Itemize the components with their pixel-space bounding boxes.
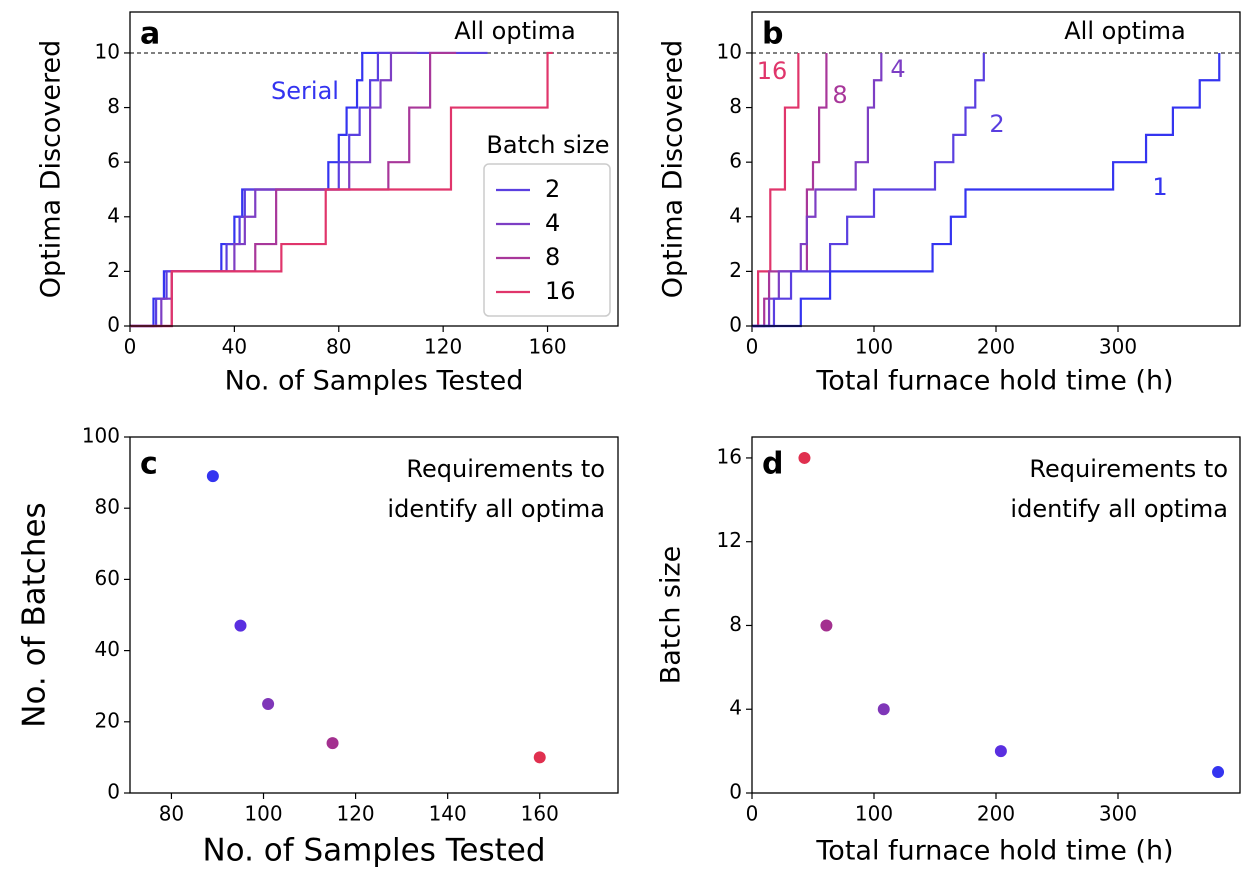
y-tick-label: 2 — [107, 258, 120, 282]
legend-label: 2 — [545, 175, 560, 203]
y-tick-label: 4 — [729, 696, 742, 720]
y-tick-label: 100 — [82, 424, 120, 448]
x-tick-label: 0 — [746, 335, 759, 359]
series-label: 4 — [890, 55, 905, 83]
annotation: Requirements to — [1029, 455, 1228, 483]
x-tick-label: 100 — [855, 802, 893, 826]
annotation: identify all optima — [387, 495, 605, 523]
annotation: Requirements to — [406, 455, 605, 483]
x-axis-label: Total furnace hold time (h) — [815, 366, 1173, 397]
y-tick-label: 10 — [95, 39, 120, 63]
point — [262, 698, 275, 710]
panel-label: a — [140, 17, 160, 52]
annotation: identify all optima — [1010, 495, 1228, 523]
axes-frame — [129, 11, 619, 327]
point — [533, 751, 546, 764]
x-tick-label: 200 — [977, 802, 1015, 826]
x-tick-label: 140 — [429, 802, 467, 826]
series-label: 16 — [757, 57, 788, 85]
y-tick-label: 0 — [107, 313, 120, 337]
x-axis-label: No. of Samples Tested — [225, 366, 524, 397]
x-tick-label: 0 — [746, 802, 759, 826]
point — [1212, 766, 1225, 779]
step-line — [752, 52, 985, 328]
x-tick-label: 300 — [1099, 802, 1137, 826]
y-tick-label: 0 — [729, 780, 742, 804]
legend-title: Batch size — [486, 131, 609, 159]
y-tick-label: 60 — [95, 566, 120, 590]
x-tick-label: 80 — [326, 335, 351, 359]
axes-frame — [751, 436, 1241, 794]
point — [798, 451, 811, 464]
x-tick-label: 200 — [977, 335, 1015, 359]
y-tick-label: 40 — [95, 637, 120, 661]
series-label: 1 — [1152, 173, 1167, 201]
legend-box — [483, 163, 611, 317]
panel-label: b — [762, 17, 783, 52]
panel-label: d — [762, 447, 783, 482]
point — [234, 619, 247, 632]
x-tick-label: 300 — [1099, 335, 1137, 359]
x-tick-label: 0 — [124, 335, 137, 359]
step-line — [130, 51, 553, 328]
y-tick-label: 80 — [95, 495, 120, 519]
x-tick-label: 100 — [244, 802, 282, 826]
step-line — [752, 52, 828, 328]
y-axis-label: No. of Batches — [17, 502, 53, 727]
step-line — [752, 52, 800, 328]
x-tick-label: 80 — [159, 802, 184, 826]
series-label: Serial — [271, 77, 339, 105]
y-tick-label: 16 — [717, 444, 742, 468]
y-tick-label: 4 — [107, 203, 120, 227]
y-tick-label: 6 — [729, 149, 742, 173]
y-tick-label: 0 — [107, 780, 120, 804]
y-tick-label: 4 — [729, 203, 742, 227]
y-tick-label: 8 — [729, 94, 742, 118]
axes-frame — [751, 11, 1241, 327]
legend-label: 4 — [545, 209, 560, 237]
x-axis-label: No. of Samples Tested — [202, 833, 545, 869]
y-tick-label: 8 — [729, 612, 742, 636]
point — [877, 703, 890, 716]
x-tick-label: 100 — [855, 335, 893, 359]
y-axis-label: Optima Discovered — [658, 40, 689, 298]
series-label: 2 — [989, 110, 1004, 138]
point — [206, 470, 219, 483]
y-tick-label: 12 — [717, 528, 742, 552]
threshold-label: All optima — [1064, 17, 1185, 45]
y-tick-label: 2 — [729, 258, 742, 282]
y-axis-label: Batch size — [656, 546, 687, 685]
x-axis-label: Total furnace hold time (h) — [815, 836, 1173, 867]
y-tick-label: 10 — [717, 39, 742, 63]
legend-label: 8 — [545, 243, 560, 271]
y-tick-label: 6 — [107, 149, 120, 173]
panel-label: c — [140, 447, 158, 482]
point — [820, 619, 833, 632]
series-label: 8 — [832, 81, 847, 109]
x-tick-label: 40 — [222, 335, 247, 359]
x-tick-label: 160 — [528, 335, 566, 359]
y-tick-label: 8 — [107, 94, 120, 118]
axes-frame — [129, 436, 619, 794]
threshold-label: All optima — [454, 17, 575, 45]
x-tick-label: 120 — [336, 802, 374, 826]
point — [994, 745, 1007, 758]
step-line — [752, 52, 1221, 328]
x-tick-label: 160 — [521, 802, 559, 826]
y-axis-label: Optima Discovered — [36, 40, 67, 298]
point — [326, 737, 339, 750]
x-tick-label: 120 — [424, 335, 462, 359]
y-tick-label: 0 — [729, 313, 742, 337]
legend-label: 16 — [545, 277, 576, 305]
y-tick-label: 20 — [95, 708, 120, 732]
